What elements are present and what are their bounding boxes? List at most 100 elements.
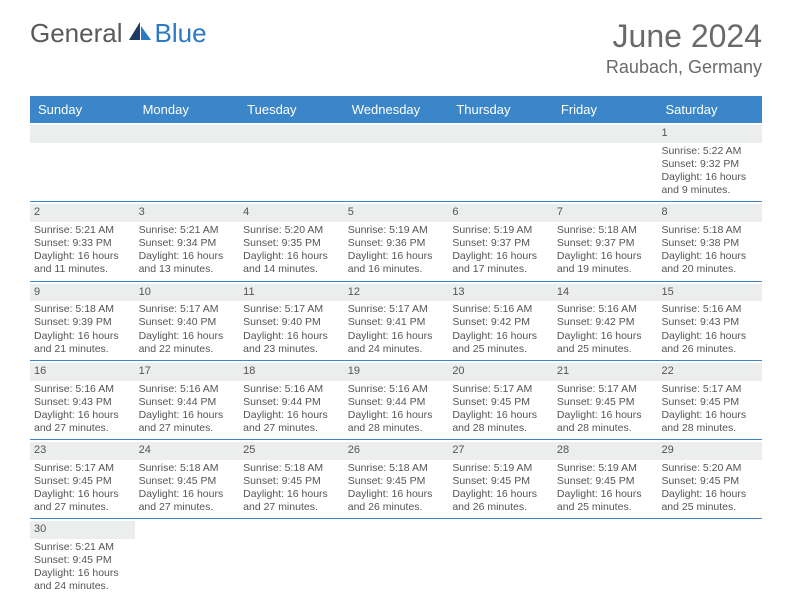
calendar: SundayMondayTuesdayWednesdayThursdayFrid… <box>30 96 762 598</box>
day-detail-line: Daylight: 16 hours <box>34 567 131 580</box>
day-detail-line: Sunset: 9:45 PM <box>348 475 445 488</box>
day-detail-line: Sunrise: 5:16 AM <box>34 383 131 396</box>
day-detail-line: and 23 minutes. <box>243 343 340 356</box>
day-detail-line: Daylight: 16 hours <box>452 409 549 422</box>
day-detail-line: Sunrise: 5:17 AM <box>452 383 549 396</box>
day-number: 9 <box>30 284 135 302</box>
day-detail-line: Daylight: 16 hours <box>557 488 654 501</box>
day-detail-line: Daylight: 16 hours <box>243 250 340 263</box>
day-detail-line: Daylight: 16 hours <box>348 409 445 422</box>
day-detail-line: Sunrise: 5:17 AM <box>348 303 445 316</box>
day-detail-line: Sunset: 9:45 PM <box>243 475 340 488</box>
day-detail-line: Sunset: 9:45 PM <box>661 475 758 488</box>
day-detail-line: and 28 minutes. <box>557 422 654 435</box>
day-cell: 15Sunrise: 5:16 AMSunset: 9:43 PMDayligh… <box>657 282 762 360</box>
empty-cell <box>448 123 553 201</box>
day-detail-line: Sunset: 9:42 PM <box>452 316 549 329</box>
day-detail-line: Sunrise: 5:16 AM <box>452 303 549 316</box>
day-detail-line: Sunset: 9:37 PM <box>557 237 654 250</box>
day-detail-line: and 16 minutes. <box>348 263 445 276</box>
day-detail-line: and 25 minutes. <box>452 343 549 356</box>
day-cell: 7Sunrise: 5:18 AMSunset: 9:37 PMDaylight… <box>553 202 658 280</box>
day-detail-line: Sunset: 9:38 PM <box>661 237 758 250</box>
day-detail-line: Sunrise: 5:16 AM <box>348 383 445 396</box>
empty-cell <box>344 123 449 201</box>
day-detail-line: Daylight: 16 hours <box>34 330 131 343</box>
day-detail-line: Sunrise: 5:20 AM <box>661 462 758 475</box>
day-detail-line: Daylight: 16 hours <box>243 409 340 422</box>
day-detail-line: and 24 minutes. <box>34 580 131 593</box>
day-detail-line: and 27 minutes. <box>34 501 131 514</box>
day-detail-line: Sunset: 9:35 PM <box>243 237 340 250</box>
day-number <box>553 125 658 143</box>
day-detail-line: Sunset: 9:37 PM <box>452 237 549 250</box>
day-detail-line: Daylight: 16 hours <box>348 488 445 501</box>
day-detail-line: and 27 minutes. <box>243 501 340 514</box>
day-detail-line: Daylight: 16 hours <box>139 488 236 501</box>
day-number: 30 <box>30 521 135 539</box>
day-number <box>239 125 344 143</box>
day-cell: 20Sunrise: 5:17 AMSunset: 9:45 PMDayligh… <box>448 361 553 439</box>
day-detail-line: Sunset: 9:44 PM <box>243 396 340 409</box>
day-detail-line: and 9 minutes. <box>661 184 758 197</box>
day-number: 23 <box>30 442 135 460</box>
day-header-cell: Saturday <box>657 96 762 123</box>
day-detail-line: Daylight: 16 hours <box>661 409 758 422</box>
day-detail-line: Sunset: 9:33 PM <box>34 237 131 250</box>
day-number: 17 <box>135 363 240 381</box>
day-detail-line: Sunset: 9:34 PM <box>139 237 236 250</box>
day-cell: 17Sunrise: 5:16 AMSunset: 9:44 PMDayligh… <box>135 361 240 439</box>
day-detail-line: Sunset: 9:45 PM <box>34 554 131 567</box>
day-detail-line: Sunrise: 5:21 AM <box>34 541 131 554</box>
day-detail-line: Sunrise: 5:19 AM <box>557 462 654 475</box>
day-number: 12 <box>344 284 449 302</box>
day-number <box>239 521 344 525</box>
month-title: June 2024 <box>606 18 762 55</box>
day-header-cell: Friday <box>553 96 658 123</box>
day-detail-line: Daylight: 16 hours <box>243 488 340 501</box>
day-detail-line: Sunrise: 5:16 AM <box>243 383 340 396</box>
week-row: 1Sunrise: 5:22 AMSunset: 9:32 PMDaylight… <box>30 123 762 201</box>
day-detail-line: Daylight: 16 hours <box>452 330 549 343</box>
day-detail-line: and 21 minutes. <box>34 343 131 356</box>
day-number: 6 <box>448 204 553 222</box>
day-header-cell: Monday <box>135 96 240 123</box>
day-detail-line: Sunrise: 5:17 AM <box>661 383 758 396</box>
day-detail-line: and 26 minutes. <box>348 501 445 514</box>
empty-cell <box>553 519 658 597</box>
day-detail-line: Sunset: 9:32 PM <box>661 158 758 171</box>
day-detail-line: and 27 minutes. <box>139 422 236 435</box>
day-number: 24 <box>135 442 240 460</box>
day-detail-line: Daylight: 16 hours <box>661 250 758 263</box>
day-number <box>448 125 553 143</box>
day-detail-line: Sunrise: 5:17 AM <box>139 303 236 316</box>
day-detail-line: Daylight: 16 hours <box>661 488 758 501</box>
day-detail-line: and 11 minutes. <box>34 263 131 276</box>
day-cell: 19 Sunrise: 5:16 AMSunset: 9:44 PMDayligh… <box>344 361 449 439</box>
day-cell: 30 Sunrise: 5:21 AMSunset: 9:45 PMDayligh… <box>30 519 135 597</box>
location: Raubach, Germany <box>606 57 762 78</box>
day-detail-line: Sunrise: 5:16 AM <box>139 383 236 396</box>
day-detail-line: Sunset: 9:44 PM <box>348 396 445 409</box>
empty-cell <box>344 519 449 597</box>
day-detail-line: Sunset: 9:45 PM <box>557 396 654 409</box>
day-number <box>344 521 449 525</box>
day-cell: 18 Sunrise: 5:16 AMSunset: 9:44 PMDayligh… <box>239 361 344 439</box>
day-detail-line: Sunrise: 5:21 AM <box>139 224 236 237</box>
day-number: 19 <box>344 363 449 381</box>
day-detail-line: Sunrise: 5:18 AM <box>139 462 236 475</box>
day-detail-line: Daylight: 16 hours <box>452 250 549 263</box>
day-detail-line: Sunset: 9:43 PM <box>34 396 131 409</box>
day-detail-line: and 20 minutes. <box>661 263 758 276</box>
logo-word-2: Blue <box>155 18 207 49</box>
day-detail-line: and 26 minutes. <box>661 343 758 356</box>
day-detail-line: and 22 minutes. <box>139 343 236 356</box>
day-detail-line: Sunrise: 5:21 AM <box>34 224 131 237</box>
day-detail-line: Daylight: 16 hours <box>452 488 549 501</box>
empty-cell <box>135 123 240 201</box>
day-number: 22 <box>657 363 762 381</box>
day-detail-line: Daylight: 16 hours <box>557 250 654 263</box>
day-detail-line: and 27 minutes. <box>243 422 340 435</box>
day-number <box>657 521 762 525</box>
day-number: 18 <box>239 363 344 381</box>
